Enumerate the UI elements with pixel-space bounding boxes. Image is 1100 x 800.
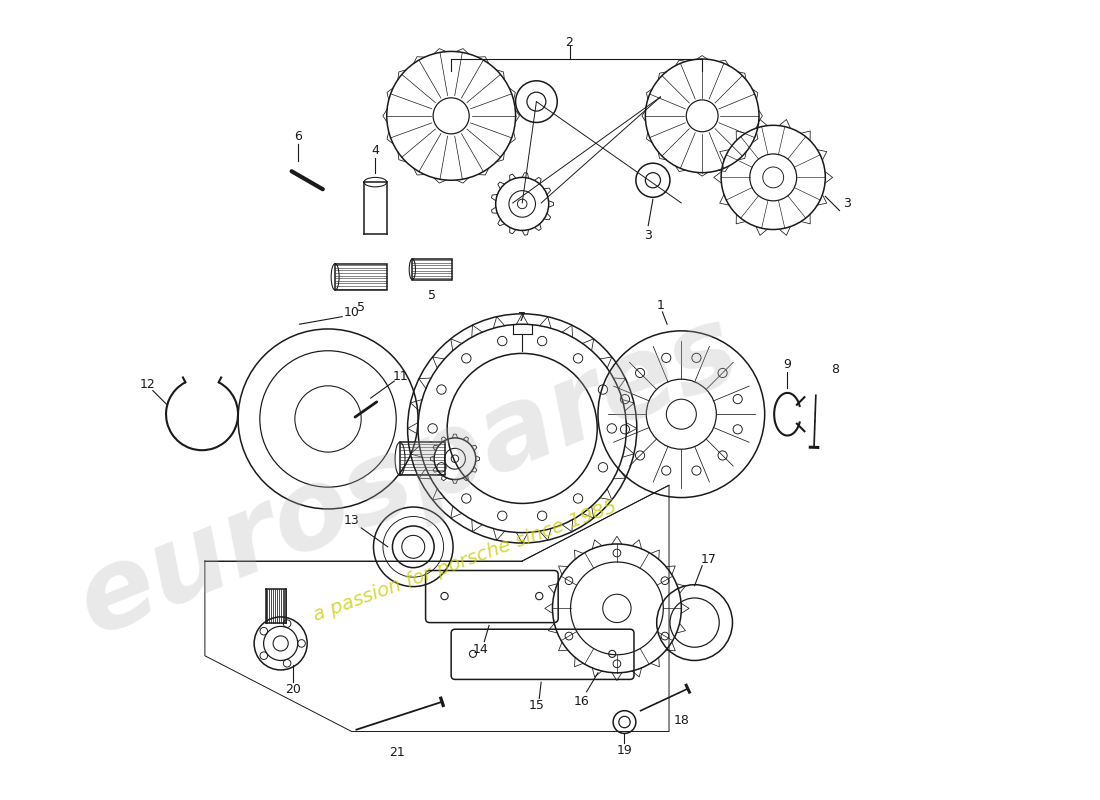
Text: 2: 2 xyxy=(565,37,573,50)
Text: 8: 8 xyxy=(830,363,839,376)
Text: 5: 5 xyxy=(358,301,365,314)
Text: 1: 1 xyxy=(657,298,664,312)
Text: 10: 10 xyxy=(344,306,360,319)
Text: a passion for porsche since 1985: a passion for porsche since 1985 xyxy=(311,497,619,625)
Text: 16: 16 xyxy=(574,694,590,708)
Text: 7: 7 xyxy=(518,311,526,324)
Text: 11: 11 xyxy=(393,370,409,383)
Bar xyxy=(412,259,452,280)
Text: 19: 19 xyxy=(617,744,632,757)
Text: 20: 20 xyxy=(285,683,301,696)
Text: 14: 14 xyxy=(473,642,488,656)
Text: 3: 3 xyxy=(844,198,851,210)
Bar xyxy=(400,442,446,475)
Text: 13: 13 xyxy=(344,514,360,526)
Text: 3: 3 xyxy=(645,229,652,242)
Text: 12: 12 xyxy=(140,378,155,391)
Text: eurospares: eurospares xyxy=(63,294,755,657)
Text: 18: 18 xyxy=(673,714,690,726)
Text: 4: 4 xyxy=(372,144,379,158)
Text: 21: 21 xyxy=(389,746,405,759)
Bar xyxy=(336,264,387,290)
Text: 5: 5 xyxy=(428,290,437,302)
Text: 6: 6 xyxy=(294,130,301,143)
Text: 15: 15 xyxy=(528,699,544,713)
Text: 9: 9 xyxy=(783,358,791,370)
Text: 17: 17 xyxy=(701,553,717,566)
